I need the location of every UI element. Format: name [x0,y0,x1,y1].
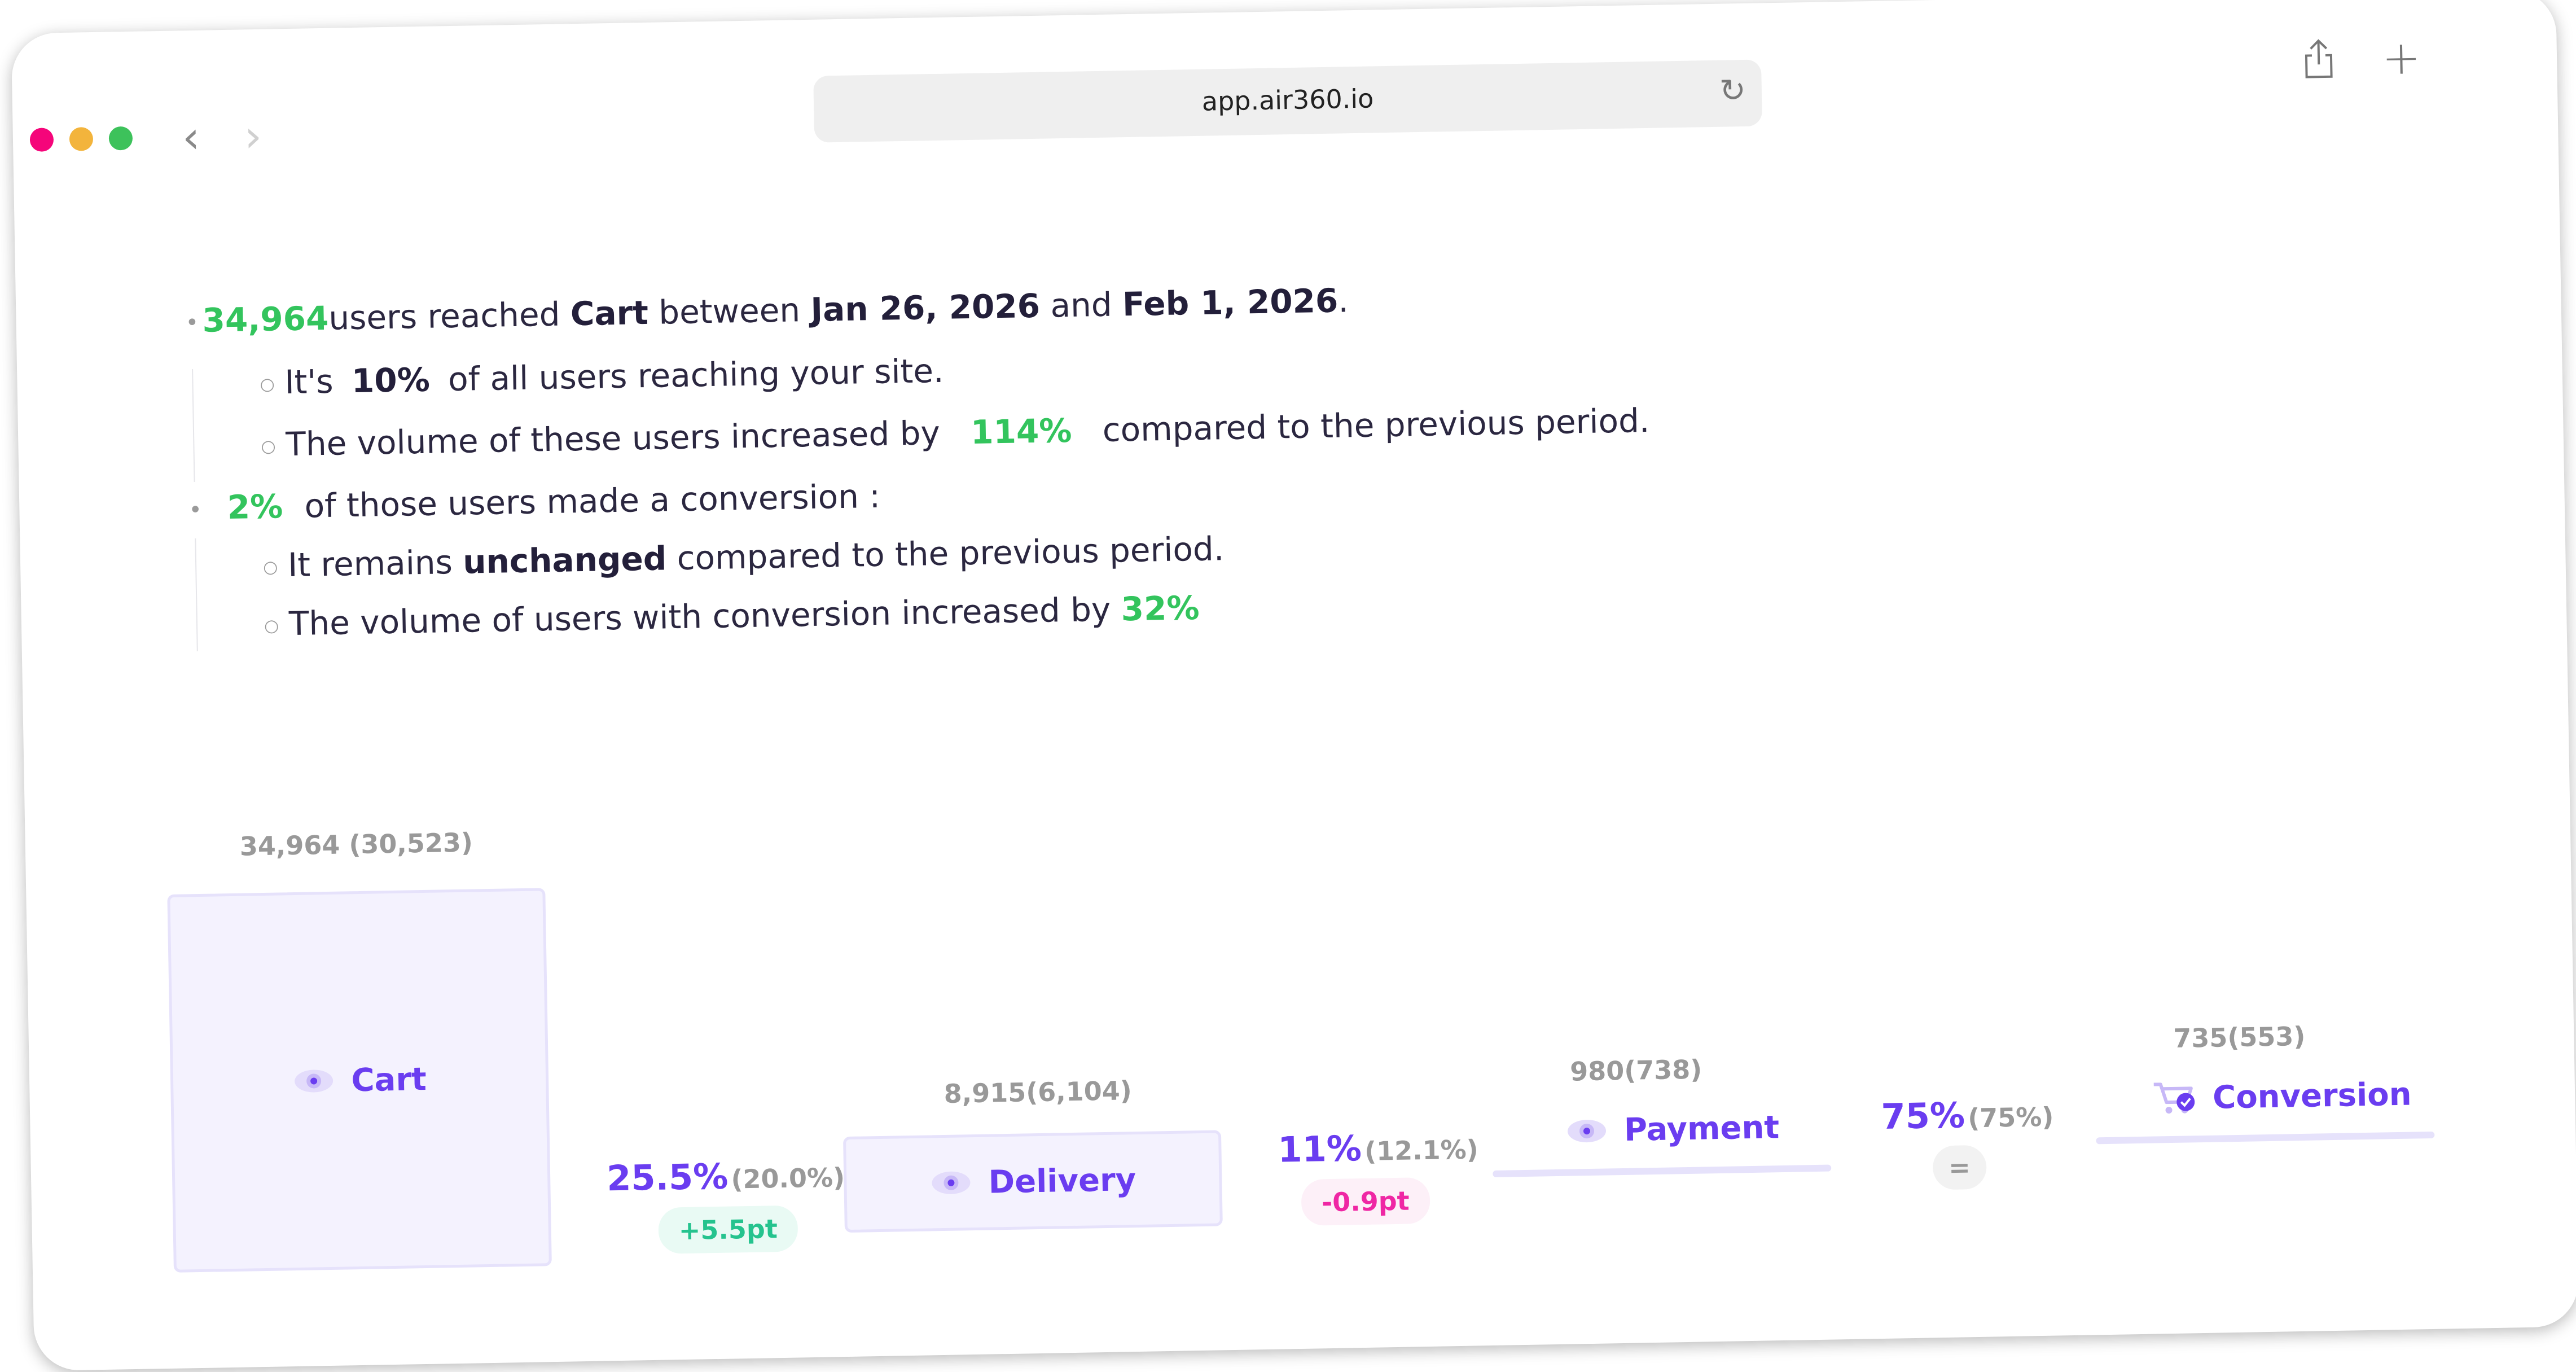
funnel-stage-cart[interactable]: Cart [167,888,552,1273]
stage-name: Cart [350,1060,427,1099]
stage-name: Payment [1623,1109,1780,1149]
delta-badge: = [1932,1145,1987,1190]
stage-name: Delivery [988,1161,1136,1201]
delta-badge: -0.9pt [1301,1177,1430,1226]
stage-count: 980(738) [1569,1054,1702,1087]
delta-badge: +5.5pt [658,1205,798,1254]
cart-icon [2153,1082,2195,1114]
funnel-stage-payment[interactable] [1493,1164,1832,1178]
stage-count: 8,915(6,104) [943,1075,1133,1109]
transition-rate: 75% (75%) [1881,1093,2054,1137]
stage-name: Conversion [2212,1076,2412,1116]
transition-rate: 11% (12.1%) [1277,1125,1479,1171]
eye-icon [295,1069,333,1093]
rate-previous: (12.1%) [1364,1134,1479,1167]
stage-label: Delivery [929,1161,1136,1202]
funnel-stage-delivery[interactable]: Delivery [842,1130,1223,1233]
stage-count: 735(553) [2173,1020,2306,1054]
rate-value: 11% [1277,1128,1362,1171]
rate-value: 75% [1881,1094,1965,1137]
browser-window: ‹ › app.air360.io ↻ + •34,964users reach… [11,0,2576,1371]
transition-rate: 25.5% (20.0%) [607,1154,845,1199]
eye-icon [1568,1119,1607,1142]
rate-value: 25.5% [606,1155,729,1199]
funnel-stage-conversion[interactable] [2096,1131,2435,1145]
stage-count: 34,964 (30,523) [239,827,473,862]
stage-label: Payment [1565,1109,1780,1150]
rate-previous: (20.0%) [731,1162,845,1195]
rate-previous: (75%) [1967,1101,2054,1134]
stage-label: Conversion [2152,1076,2412,1117]
stage-label: Cart [292,1060,427,1099]
funnel-chart: 34,964 (30,523) Cart 25.5% (20.0%) +5.5p… [11,0,2576,1371]
share-icon[interactable] [2302,38,2335,89]
eye-icon [932,1171,971,1194]
